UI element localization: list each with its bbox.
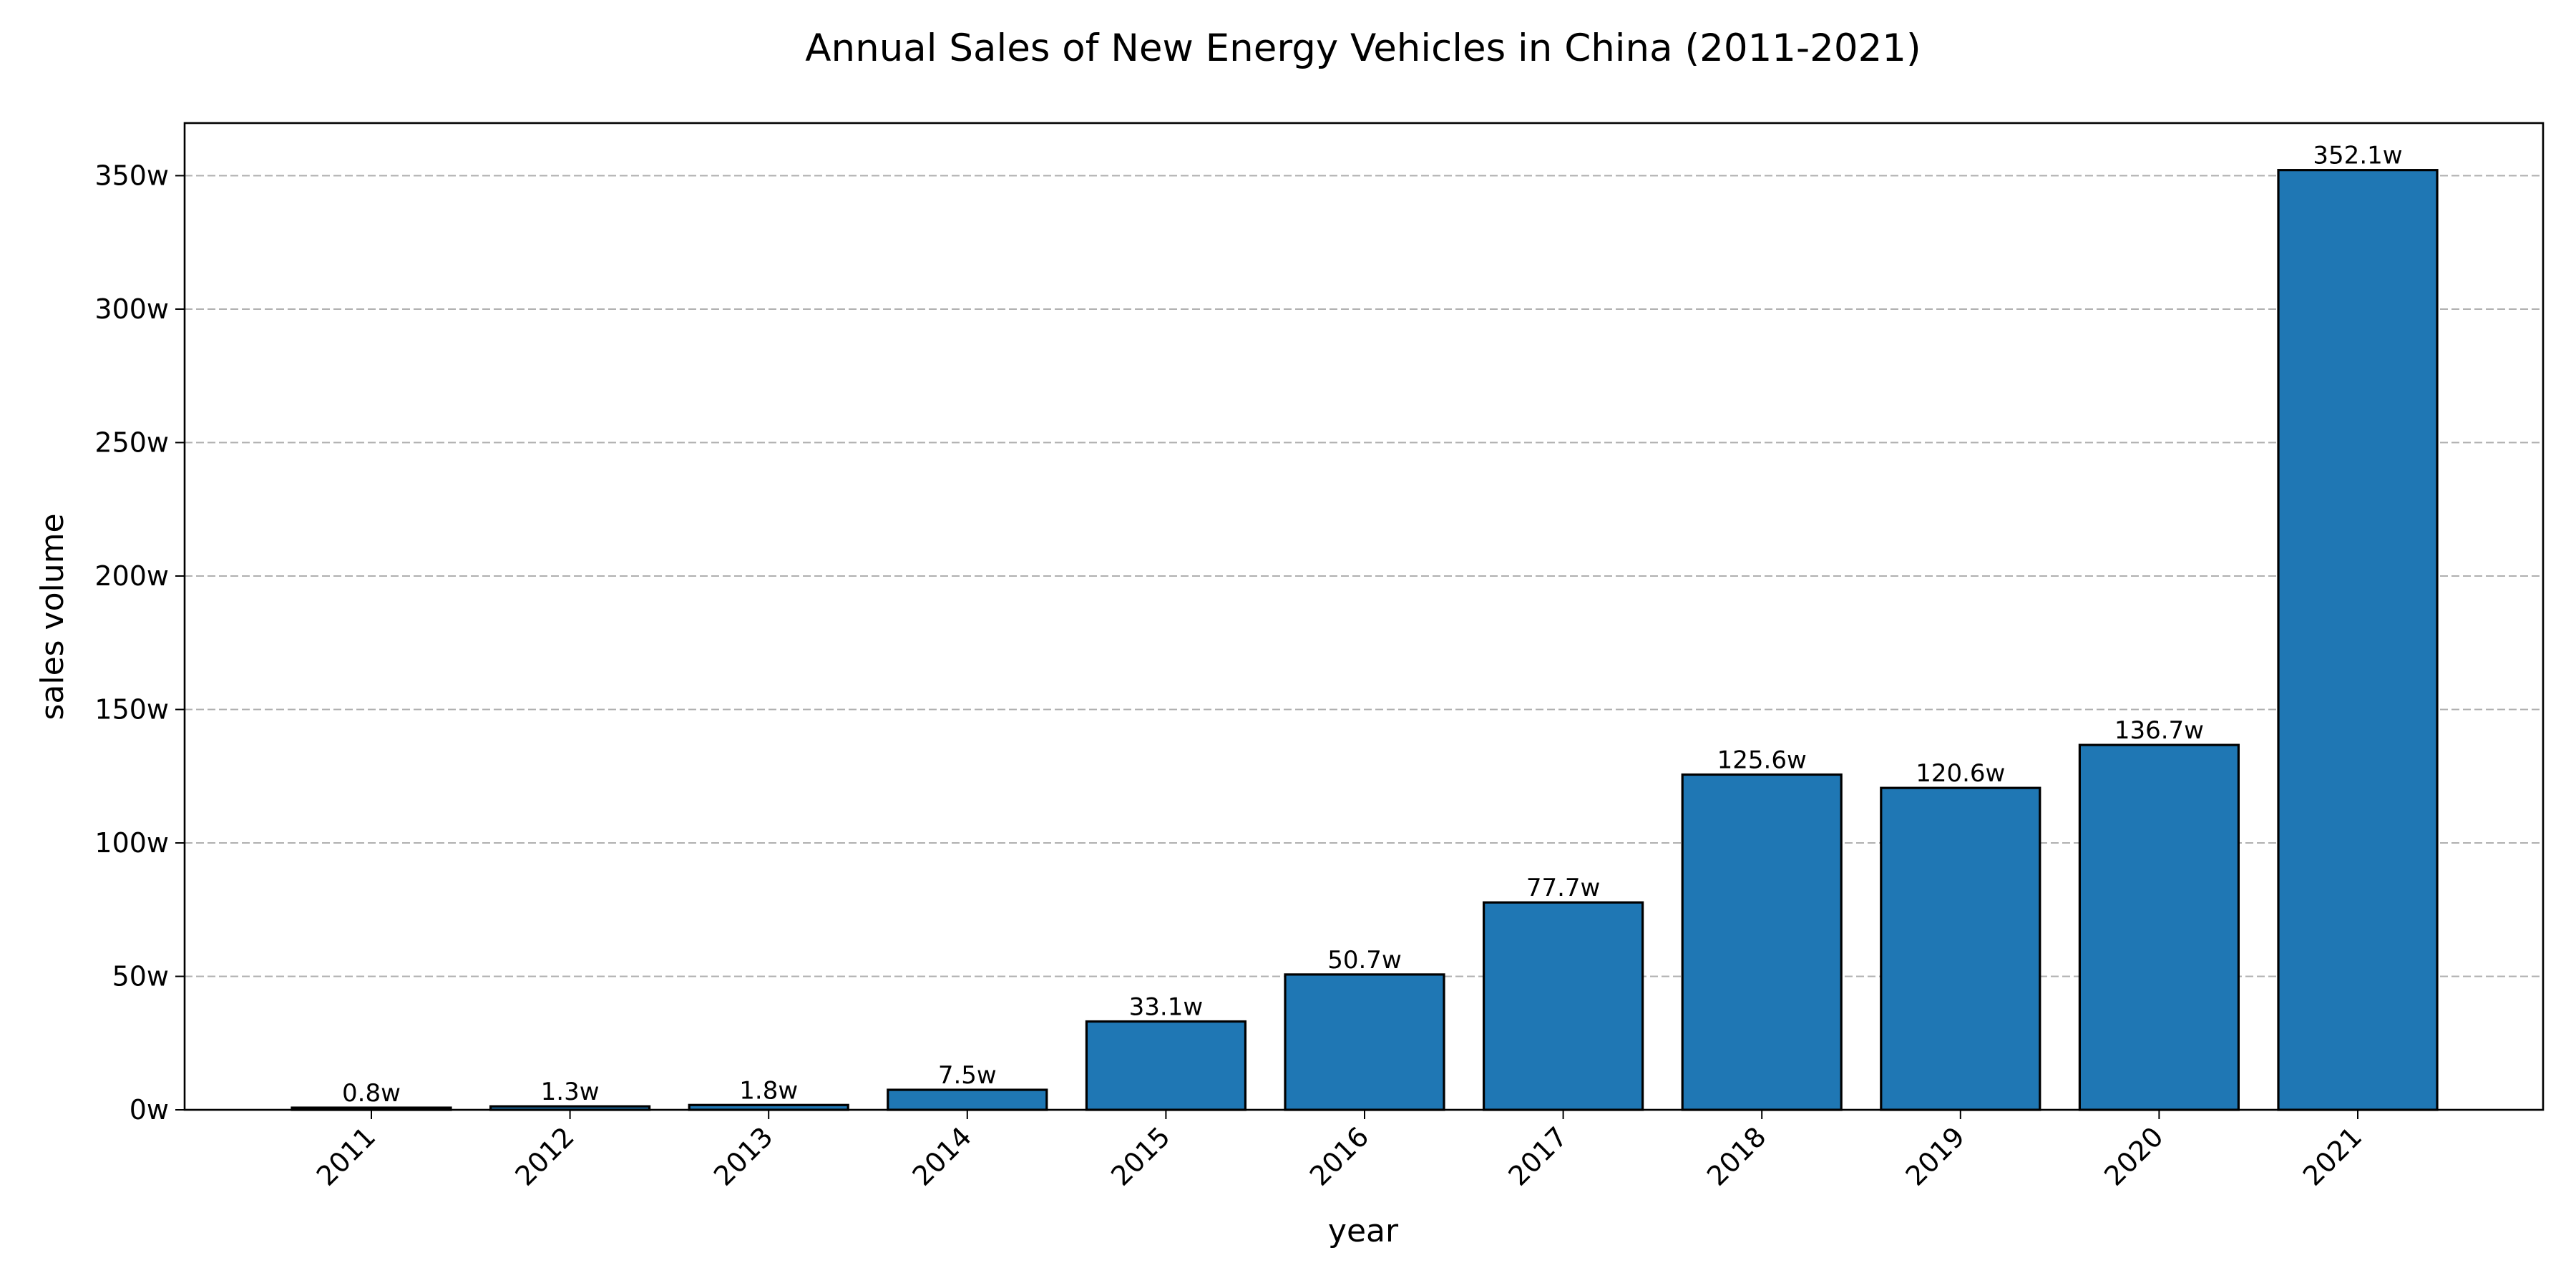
data-label: 1.3w	[541, 1078, 600, 1106]
x-tick-label: 2019	[1900, 1121, 1971, 1192]
data-label: 7.5w	[938, 1061, 997, 1090]
y-axis-label: sales volume	[34, 513, 71, 720]
data-label: 0.8w	[342, 1079, 401, 1108]
y-tick-label: 200w	[94, 560, 169, 592]
chart-title: Annual Sales of New Energy Vehicles in C…	[805, 26, 1921, 70]
x-tick-label: 2016	[1304, 1121, 1375, 1192]
data-labels: 0.8w 1.3w 1.8w 7.5w 33.1w 50.7w 77.7w 125.6w 120…	[342, 142, 2403, 1108]
y-tick-label: 150w	[94, 693, 169, 725]
bar	[1681, 773, 1843, 1111]
x-tick-label: 2015	[1105, 1121, 1176, 1192]
x-axis-ticks: 2011 2012 2013 2014 2015 2016 2017 2018 2019 2020…	[311, 1110, 2368, 1192]
data-label: 120.6w	[1916, 759, 2005, 788]
x-tick-label: 2012	[509, 1121, 580, 1192]
y-tick-label: 0w	[130, 1094, 169, 1126]
bar	[2277, 169, 2439, 1111]
bar	[1085, 1020, 1247, 1111]
x-axis-label: year	[1328, 1213, 1399, 1249]
bar	[1483, 901, 1644, 1111]
x-tick-label: 2020	[2098, 1121, 2170, 1192]
y-tick-label: 300w	[94, 293, 169, 325]
x-tick-label: 2014	[907, 1121, 978, 1192]
y-tick-label: 250w	[94, 426, 169, 458]
data-label: 136.7w	[2114, 716, 2204, 745]
data-label: 1.8w	[739, 1076, 798, 1105]
data-label: 352.1w	[2313, 142, 2402, 170]
x-tick-label: 2018	[1701, 1121, 1772, 1192]
data-label: 50.7w	[1327, 946, 1402, 975]
bar	[1880, 786, 2041, 1111]
x-tick-label: 2013	[708, 1121, 779, 1192]
x-tick-label: 2017	[1502, 1121, 1574, 1192]
bar	[2078, 743, 2240, 1111]
x-tick-label: 2011	[311, 1121, 382, 1192]
y-tick-label: 350w	[94, 160, 169, 191]
bar	[1284, 973, 1445, 1111]
y-tick-label: 100w	[94, 827, 169, 859]
grid-lines	[185, 175, 2543, 977]
y-axis-ticks: 0w 50w 100w 150w 200w 250w 300w 350w	[94, 160, 185, 1126]
y-tick-label: 50w	[112, 960, 169, 992]
data-label: 77.7w	[1526, 874, 1601, 902]
data-label: 33.1w	[1129, 993, 1204, 1022]
data-label: 125.6w	[1717, 746, 1807, 775]
bars	[291, 169, 2439, 1111]
x-tick-label: 2021	[2297, 1121, 2368, 1192]
bar	[887, 1088, 1048, 1111]
